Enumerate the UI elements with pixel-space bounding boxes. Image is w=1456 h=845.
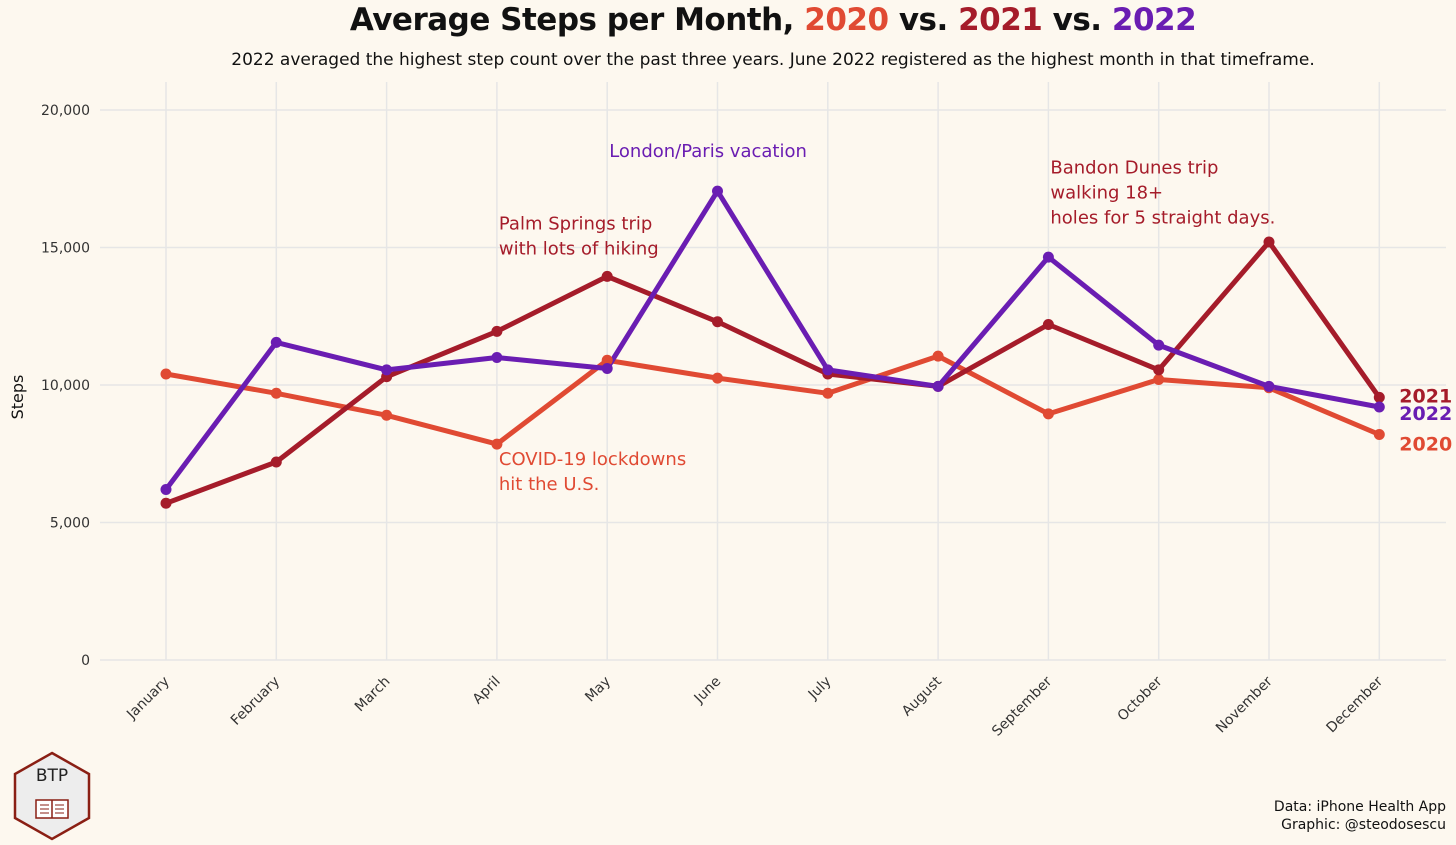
- data-point-2020: [822, 387, 834, 399]
- data-point-2020: [601, 354, 613, 366]
- data-point-2022: [1263, 380, 1275, 392]
- data-point-2022: [381, 364, 393, 376]
- title-2020: 2020: [804, 2, 889, 38]
- y-tick-label: 10,000: [41, 378, 90, 394]
- x-tick-label: February: [228, 674, 283, 729]
- annotation: Palm Springs trip with lots of hiking: [499, 214, 659, 260]
- caption-graphic-credit: Graphic: @steodosescu: [1281, 817, 1446, 833]
- data-point-2022: [601, 363, 613, 374]
- gridlines: [100, 82, 1446, 661]
- data-point-2022: [1373, 401, 1385, 413]
- data-point-2022: [491, 352, 503, 363]
- title-2021: 2021: [958, 2, 1043, 38]
- data-point-2021: [270, 456, 282, 468]
- series-points: [160, 185, 1385, 509]
- data-point-2021: [1263, 236, 1275, 248]
- x-tick-label: December: [1323, 673, 1386, 736]
- chart-title: Average Steps per Month, 2020 vs. 2021 v…: [349, 2, 1197, 38]
- data-point-2021: [160, 497, 172, 509]
- y-tick-labels: 0 5,000 10,000 15,000 20,000: [41, 103, 90, 669]
- x-tick-label: October: [1115, 673, 1166, 724]
- data-point-2020: [491, 438, 503, 450]
- data-point-2022: [932, 380, 944, 392]
- data-point-2020: [1042, 408, 1054, 420]
- x-tick-label: May: [582, 674, 614, 706]
- data-point-2020: [270, 387, 282, 399]
- y-axis-label: Steps: [8, 375, 27, 420]
- x-tick-label: July: [805, 674, 835, 704]
- caption: Data: iPhone Health App Graphic: @steodo…: [1274, 798, 1446, 834]
- chart-subtitle: 2022 averaged the highest step count ove…: [231, 50, 1315, 70]
- annotation: London/Paris vacation: [609, 141, 807, 162]
- title-2022: 2022: [1111, 2, 1197, 38]
- data-point-2020: [1373, 429, 1385, 440]
- btp-logo: [13, 751, 91, 841]
- x-tick-labels: January February March April May June July Augu…: [123, 673, 1386, 739]
- data-point-2021: [1373, 391, 1385, 403]
- data-point-2020: [932, 350, 944, 362]
- data-point-2020: [381, 409, 393, 421]
- x-tick-label: November: [1213, 673, 1276, 736]
- x-tick-label: January: [123, 674, 173, 724]
- x-tick-label: June: [691, 674, 725, 708]
- data-point-2022: [712, 185, 723, 197]
- x-tick-label: March: [352, 674, 393, 715]
- y-tick-label: 5,000: [50, 516, 90, 532]
- data-point-2022: [1153, 339, 1165, 351]
- y-tick-label: 15,000: [41, 241, 90, 257]
- end-label-2022: 2022: [1399, 403, 1452, 425]
- data-point-2021: [601, 270, 613, 282]
- y-tick-label: 0: [81, 653, 90, 669]
- data-point-2022: [270, 336, 282, 348]
- data-point-2022: [1042, 251, 1054, 263]
- x-tick-label: August: [899, 673, 945, 719]
- data-point-2022: [822, 364, 834, 376]
- data-point-2020: [712, 372, 723, 384]
- data-point-2021: [1153, 364, 1165, 376]
- x-tick-label: April: [470, 674, 504, 708]
- data-point-2020: [160, 368, 172, 380]
- annotations: London/Paris vacation Palm Springs trip wi…: [499, 141, 1275, 495]
- caption-data-source: Data: iPhone Health App: [1273, 799, 1446, 815]
- data-point-2022: [160, 484, 172, 495]
- y-tick-label: 20,000: [41, 103, 90, 119]
- annotation: COVID-19 lockdowns hit the U.S.: [499, 449, 686, 495]
- series-lines: [163, 188, 1382, 506]
- data-point-2020: [1153, 374, 1165, 385]
- series-line-2020: [163, 353, 1382, 447]
- data-point-2021: [712, 316, 723, 328]
- x-tick-label: September: [989, 673, 1055, 739]
- end-label-2020: 2020: [1399, 434, 1452, 456]
- logo-text: BTP: [35, 766, 69, 786]
- series-line-2021: [163, 239, 1382, 506]
- end-label-2021: 2021: [1399, 385, 1452, 407]
- annotation: Bandon Dunes trip walking 18+ holes for 5 …: [1050, 157, 1275, 228]
- data-point-2021: [491, 325, 503, 337]
- data-point-2021: [1042, 319, 1054, 330]
- series-line-2022: [163, 188, 1382, 492]
